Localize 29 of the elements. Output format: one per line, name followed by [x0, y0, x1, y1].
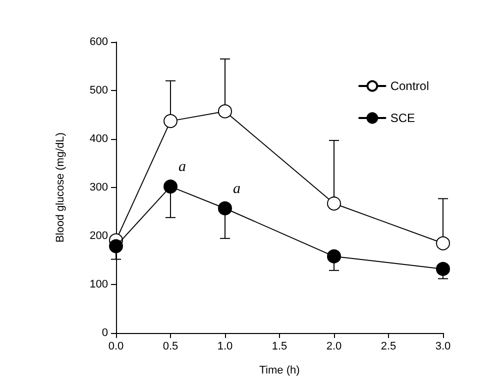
x-tick-label: 2.5 — [380, 340, 396, 352]
point — [327, 249, 341, 264]
x-tick-label: 1.5 — [272, 340, 288, 352]
y-tick-label: 500 — [90, 84, 108, 96]
point — [436, 236, 450, 250]
point — [164, 114, 178, 128]
annotation: a — [233, 180, 240, 197]
y-tick-label: 0 — [102, 327, 108, 339]
point — [164, 180, 178, 194]
x-tick-label: 0.5 — [162, 340, 178, 352]
y-axis-title: Blood glucose (mg/dL) — [54, 132, 66, 243]
point — [436, 262, 450, 276]
x-tick-label: 1.0 — [217, 340, 233, 352]
x-tick-label: 0.0 — [108, 340, 124, 352]
x-tick-label: 2.0 — [326, 340, 342, 352]
point — [218, 104, 232, 118]
legend-label: Control — [390, 79, 430, 93]
x-axis-title: Time (h) — [259, 364, 300, 376]
point — [327, 196, 341, 210]
legend-label: SCE — [390, 111, 416, 125]
point — [218, 201, 232, 216]
annotation: a — [178, 159, 186, 176]
y-tick-label: 100 — [90, 278, 108, 290]
y-tick-label: 400 — [90, 133, 108, 145]
y-tick-label: 600 — [90, 36, 108, 48]
y-tick-label: 300 — [90, 182, 108, 194]
point — [109, 239, 123, 254]
y-tick-label: 200 — [90, 230, 108, 242]
x-tick-label: 3.0 — [435, 340, 451, 352]
